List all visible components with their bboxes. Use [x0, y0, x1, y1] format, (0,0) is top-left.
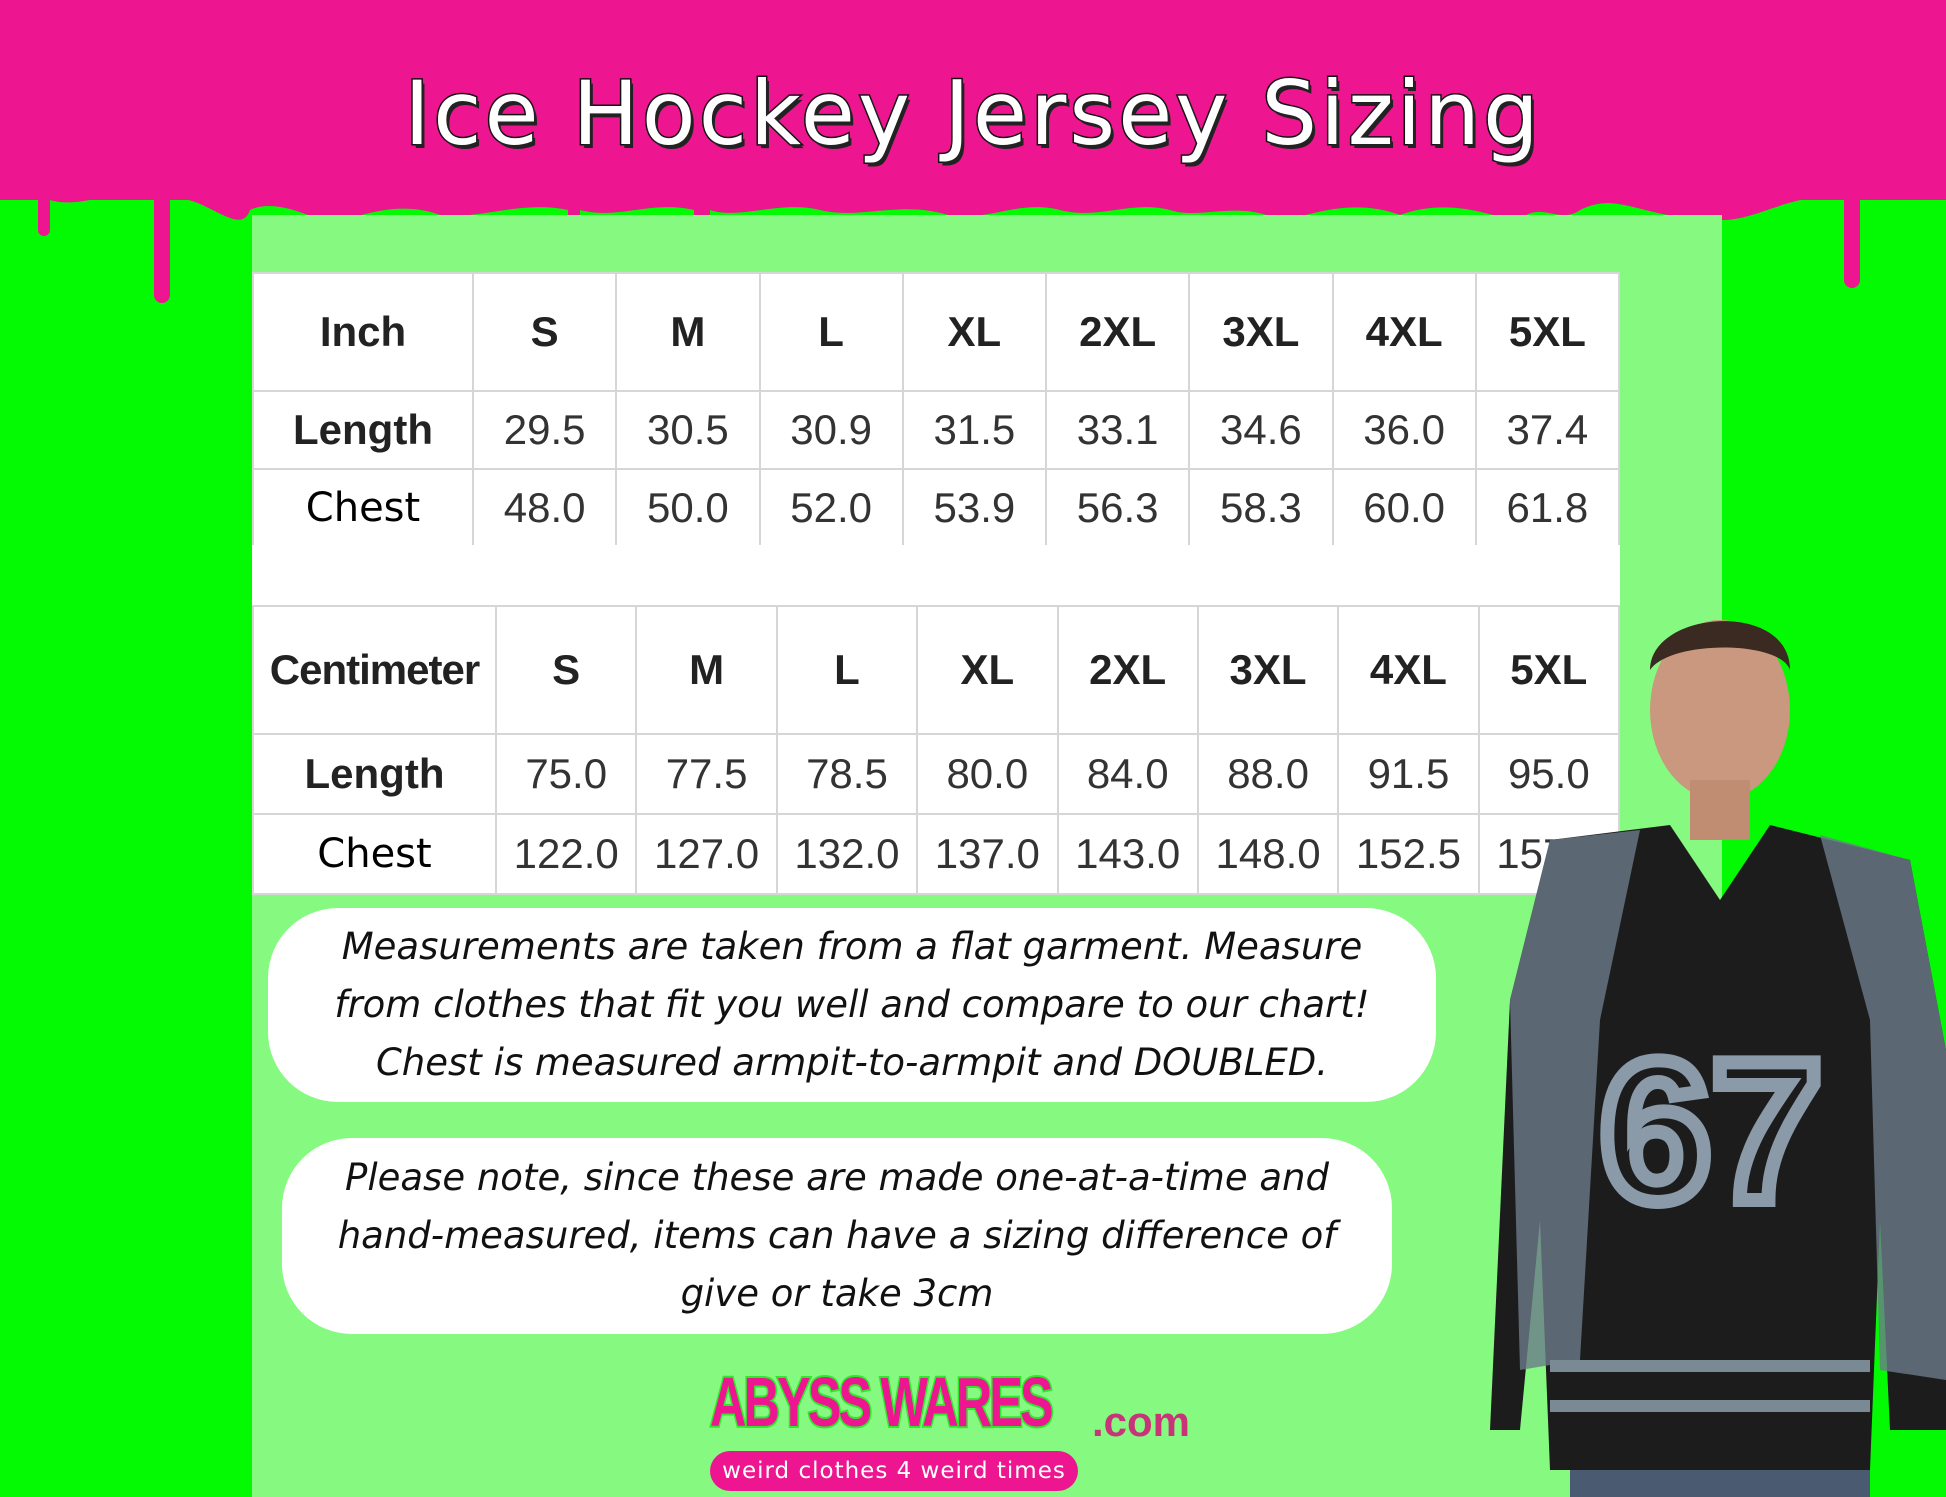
- table-header-row: Inch S M L XL 2XL 3XL 4XL 5XL: [252, 272, 1621, 392]
- brand-tagline: weird clothes 4 weird times: [710, 1451, 1078, 1491]
- header-banner: [0, 0, 1946, 200]
- table-row: Length 29.5 30.5 30.9 31.5 33.1 34.6 36.…: [252, 390, 1621, 470]
- sizing-difference-note: Please note, since these are made one-at…: [282, 1138, 1392, 1334]
- cell: 34.6: [1188, 390, 1334, 470]
- cell: 137.0: [916, 813, 1059, 895]
- cell: 61.8: [1474, 468, 1621, 548]
- table-row: Chest 48.0 50.0 52.0 53.9 56.3 58.3 60.0…: [252, 468, 1621, 548]
- size-header: M: [635, 605, 778, 735]
- table-row: Length 75.0 77.5 78.5 80.0 84.0 88.0 91.…: [252, 733, 1621, 815]
- row-label: Length: [252, 733, 497, 815]
- centimeter-size-table: Centimeter S M L XL 2XL 3XL 4XL 5XL Leng…: [252, 605, 1621, 895]
- page-title: Ice Hockey Jersey Sizing: [403, 61, 1542, 167]
- size-header: 3XL: [1188, 272, 1334, 392]
- inch-size-table: Inch S M L XL 2XL 3XL 4XL 5XL Length 29.…: [252, 272, 1621, 548]
- unit-label: Inch: [252, 272, 474, 392]
- slime-drips: [0, 180, 1946, 303]
- cell: 77.5: [635, 733, 778, 815]
- cell: 60.0: [1331, 468, 1477, 548]
- cell: 37.4: [1474, 390, 1621, 470]
- size-header: XL: [901, 272, 1048, 392]
- cell: 91.5: [1337, 733, 1480, 815]
- measurement-note: Measurements are taken from a flat garme…: [268, 908, 1436, 1102]
- cell: 88.0: [1196, 733, 1340, 815]
- size-header: 4XL: [1331, 272, 1477, 392]
- unit-label: Centimeter: [252, 605, 497, 735]
- size-header: S: [494, 605, 638, 735]
- row-label: Chest: [252, 468, 474, 548]
- brand-name: ABYSS WARES: [709, 1361, 1056, 1443]
- model-photo: 67: [1490, 620, 1946, 1497]
- size-header: 5XL: [1474, 272, 1621, 392]
- cell: 33.1: [1044, 390, 1191, 470]
- size-header: 4XL: [1337, 605, 1480, 735]
- size-header: M: [615, 272, 761, 392]
- cell: 50.0: [615, 468, 761, 548]
- cell: 75.0: [494, 733, 638, 815]
- measurement-note-text: Measurements are taken from a flat garme…: [334, 925, 1370, 1084]
- table-row: Chest 122.0 127.0 132.0 137.0 143.0 148.…: [252, 813, 1621, 895]
- size-header: 2XL: [1056, 605, 1199, 735]
- cell: 52.0: [758, 468, 904, 548]
- brand-domain: .com: [1092, 1398, 1191, 1445]
- cell: 56.3: [1044, 468, 1191, 548]
- row-label: Chest: [252, 813, 497, 895]
- cell: 30.5: [615, 390, 761, 470]
- model-head: [1650, 620, 1790, 800]
- table-spacer: [252, 545, 1620, 605]
- cell: 122.0: [494, 813, 638, 895]
- brand-logo: ABYSS WARES .com weird clothes 4 weird t…: [700, 1358, 1190, 1493]
- cell: 36.0: [1331, 390, 1477, 470]
- size-header: XL: [916, 605, 1059, 735]
- cell: 143.0: [1056, 813, 1199, 895]
- table-header-row: Centimeter S M L XL 2XL 3XL 4XL 5XL: [252, 605, 1621, 735]
- cell: 48.0: [471, 468, 618, 548]
- size-header: L: [758, 272, 904, 392]
- row-label: Length: [252, 390, 474, 470]
- size-header: 2XL: [1044, 272, 1191, 392]
- size-header: 3XL: [1196, 605, 1340, 735]
- sizing-difference-note-text: Please note, since these are made one-at…: [337, 1156, 1337, 1315]
- size-header: S: [471, 272, 618, 392]
- cell: 53.9: [901, 468, 1048, 548]
- cell: 80.0: [916, 733, 1059, 815]
- size-header: 5XL: [1477, 605, 1621, 735]
- cell: 148.0: [1196, 813, 1340, 895]
- cell: 84.0: [1056, 733, 1199, 815]
- cell: 30.9: [758, 390, 904, 470]
- cell: 132.0: [775, 813, 919, 895]
- cell: 152.5: [1337, 813, 1480, 895]
- cell: 58.3: [1188, 468, 1334, 548]
- cell: 29.5: [471, 390, 618, 470]
- jersey-number: 67: [1600, 1020, 1822, 1243]
- size-header: L: [775, 605, 919, 735]
- cell: 78.5: [775, 733, 919, 815]
- cell: 31.5: [901, 390, 1048, 470]
- cell: 127.0: [635, 813, 778, 895]
- cell: 95.0: [1477, 733, 1621, 815]
